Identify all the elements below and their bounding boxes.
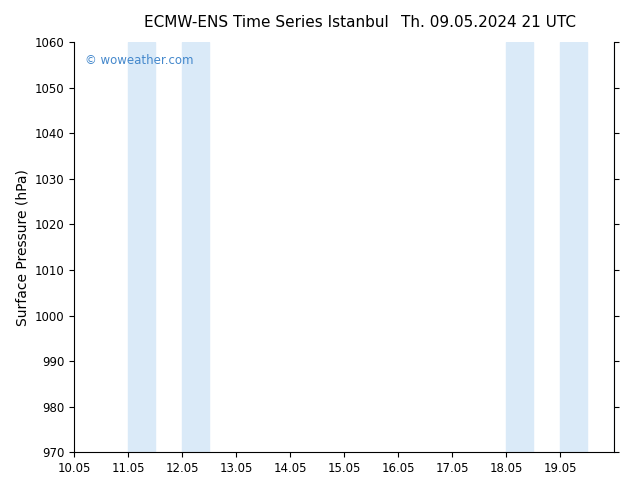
Bar [128,42,155,452]
Text: Th. 09.05.2024 21 UTC: Th. 09.05.2024 21 UTC [401,15,576,30]
Bar [560,42,587,452]
Bar [182,42,209,452]
Y-axis label: Surface Pressure (hPa): Surface Pressure (hPa) [15,169,29,325]
Bar [506,42,533,452]
Text: © woweather.com: © woweather.com [85,54,193,67]
Bar [614,42,634,452]
Text: ECMW-ENS Time Series Istanbul: ECMW-ENS Time Series Istanbul [144,15,389,30]
